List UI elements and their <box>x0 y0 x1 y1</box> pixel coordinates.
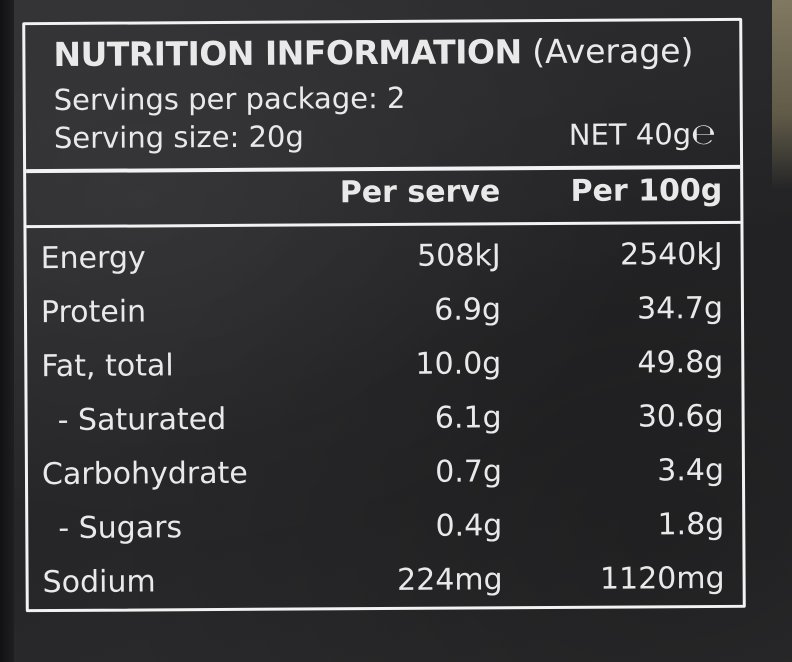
column-header-per-serve: Per serve <box>339 174 501 211</box>
per-serve-value: 224mg <box>396 562 503 598</box>
nutrient-row-protein: Protein 6.9g 34.7g <box>27 285 741 343</box>
package-side-strip <box>772 0 792 190</box>
per-serve-value: 6.9g <box>434 292 502 328</box>
nutrient-rows: Energy 508kJ 2540kJ Protein 6.9g 34.7g F… <box>27 231 743 613</box>
column-header-row: Per serve Per 100g <box>26 164 741 229</box>
nutrient-row-fat-total: Fat, total 10.0g 49.8g <box>27 339 741 397</box>
panel-header: NUTRITION INFORMATION (Average) Servings… <box>25 20 741 174</box>
per-100g-value: 34.7g <box>637 290 724 327</box>
per-100g-value: 3.4g <box>657 452 725 489</box>
servings-per-package: Servings per package: 2 <box>53 80 406 118</box>
nutrition-panel: NUTRITION INFORMATION (Average) Servings… <box>22 17 746 613</box>
nutrient-name: Sodium <box>42 564 156 601</box>
serving-size: Serving size: 20g <box>53 119 304 156</box>
title-qualifier: (Average) <box>532 31 694 72</box>
per-serve-value: 10.0g <box>415 346 502 382</box>
nutrient-name: Carbohydrate <box>41 455 248 493</box>
nutrient-name: Protein <box>40 294 147 331</box>
nutrient-row-sodium: Sodium 224mg 1120mg <box>28 555 742 613</box>
per-100g-value: 49.8g <box>637 344 724 381</box>
per-serve-value: 0.7g <box>435 454 503 490</box>
per-100g-value: 2540kJ <box>619 236 723 273</box>
nutrient-name: - Sugars <box>58 510 183 546</box>
net-weight: NET 40g℮ <box>568 116 717 152</box>
nutrient-name: Energy <box>40 240 146 277</box>
per-serve-value: 508kJ <box>417 238 501 274</box>
per-100g-value: 1.8g <box>657 506 725 543</box>
nutrient-row-saturated: - Saturated 6.1g 30.6g <box>27 393 741 451</box>
per-100g-value: 1120mg <box>599 560 725 597</box>
nutrient-name: - Saturated <box>57 401 227 438</box>
per-100g-value: 30.6g <box>637 398 724 435</box>
nutrient-row-energy: Energy 508kJ 2540kJ <box>27 231 741 289</box>
package-edge-shadow <box>0 0 14 662</box>
nutrient-name: Fat, total <box>41 348 174 385</box>
per-serve-value: 0.4g <box>435 508 503 544</box>
panel-title: NUTRITION INFORMATION (Average) <box>53 31 693 74</box>
title-main: NUTRITION INFORMATION <box>53 32 522 75</box>
nutrient-row-carbohydrate: Carbohydrate 0.7g 3.4g <box>28 447 742 505</box>
nutrient-row-sugars: - Sugars 0.4g 1.8g <box>28 501 742 559</box>
column-header-per-100g: Per 100g <box>570 172 723 209</box>
per-serve-value: 6.1g <box>434 400 502 436</box>
